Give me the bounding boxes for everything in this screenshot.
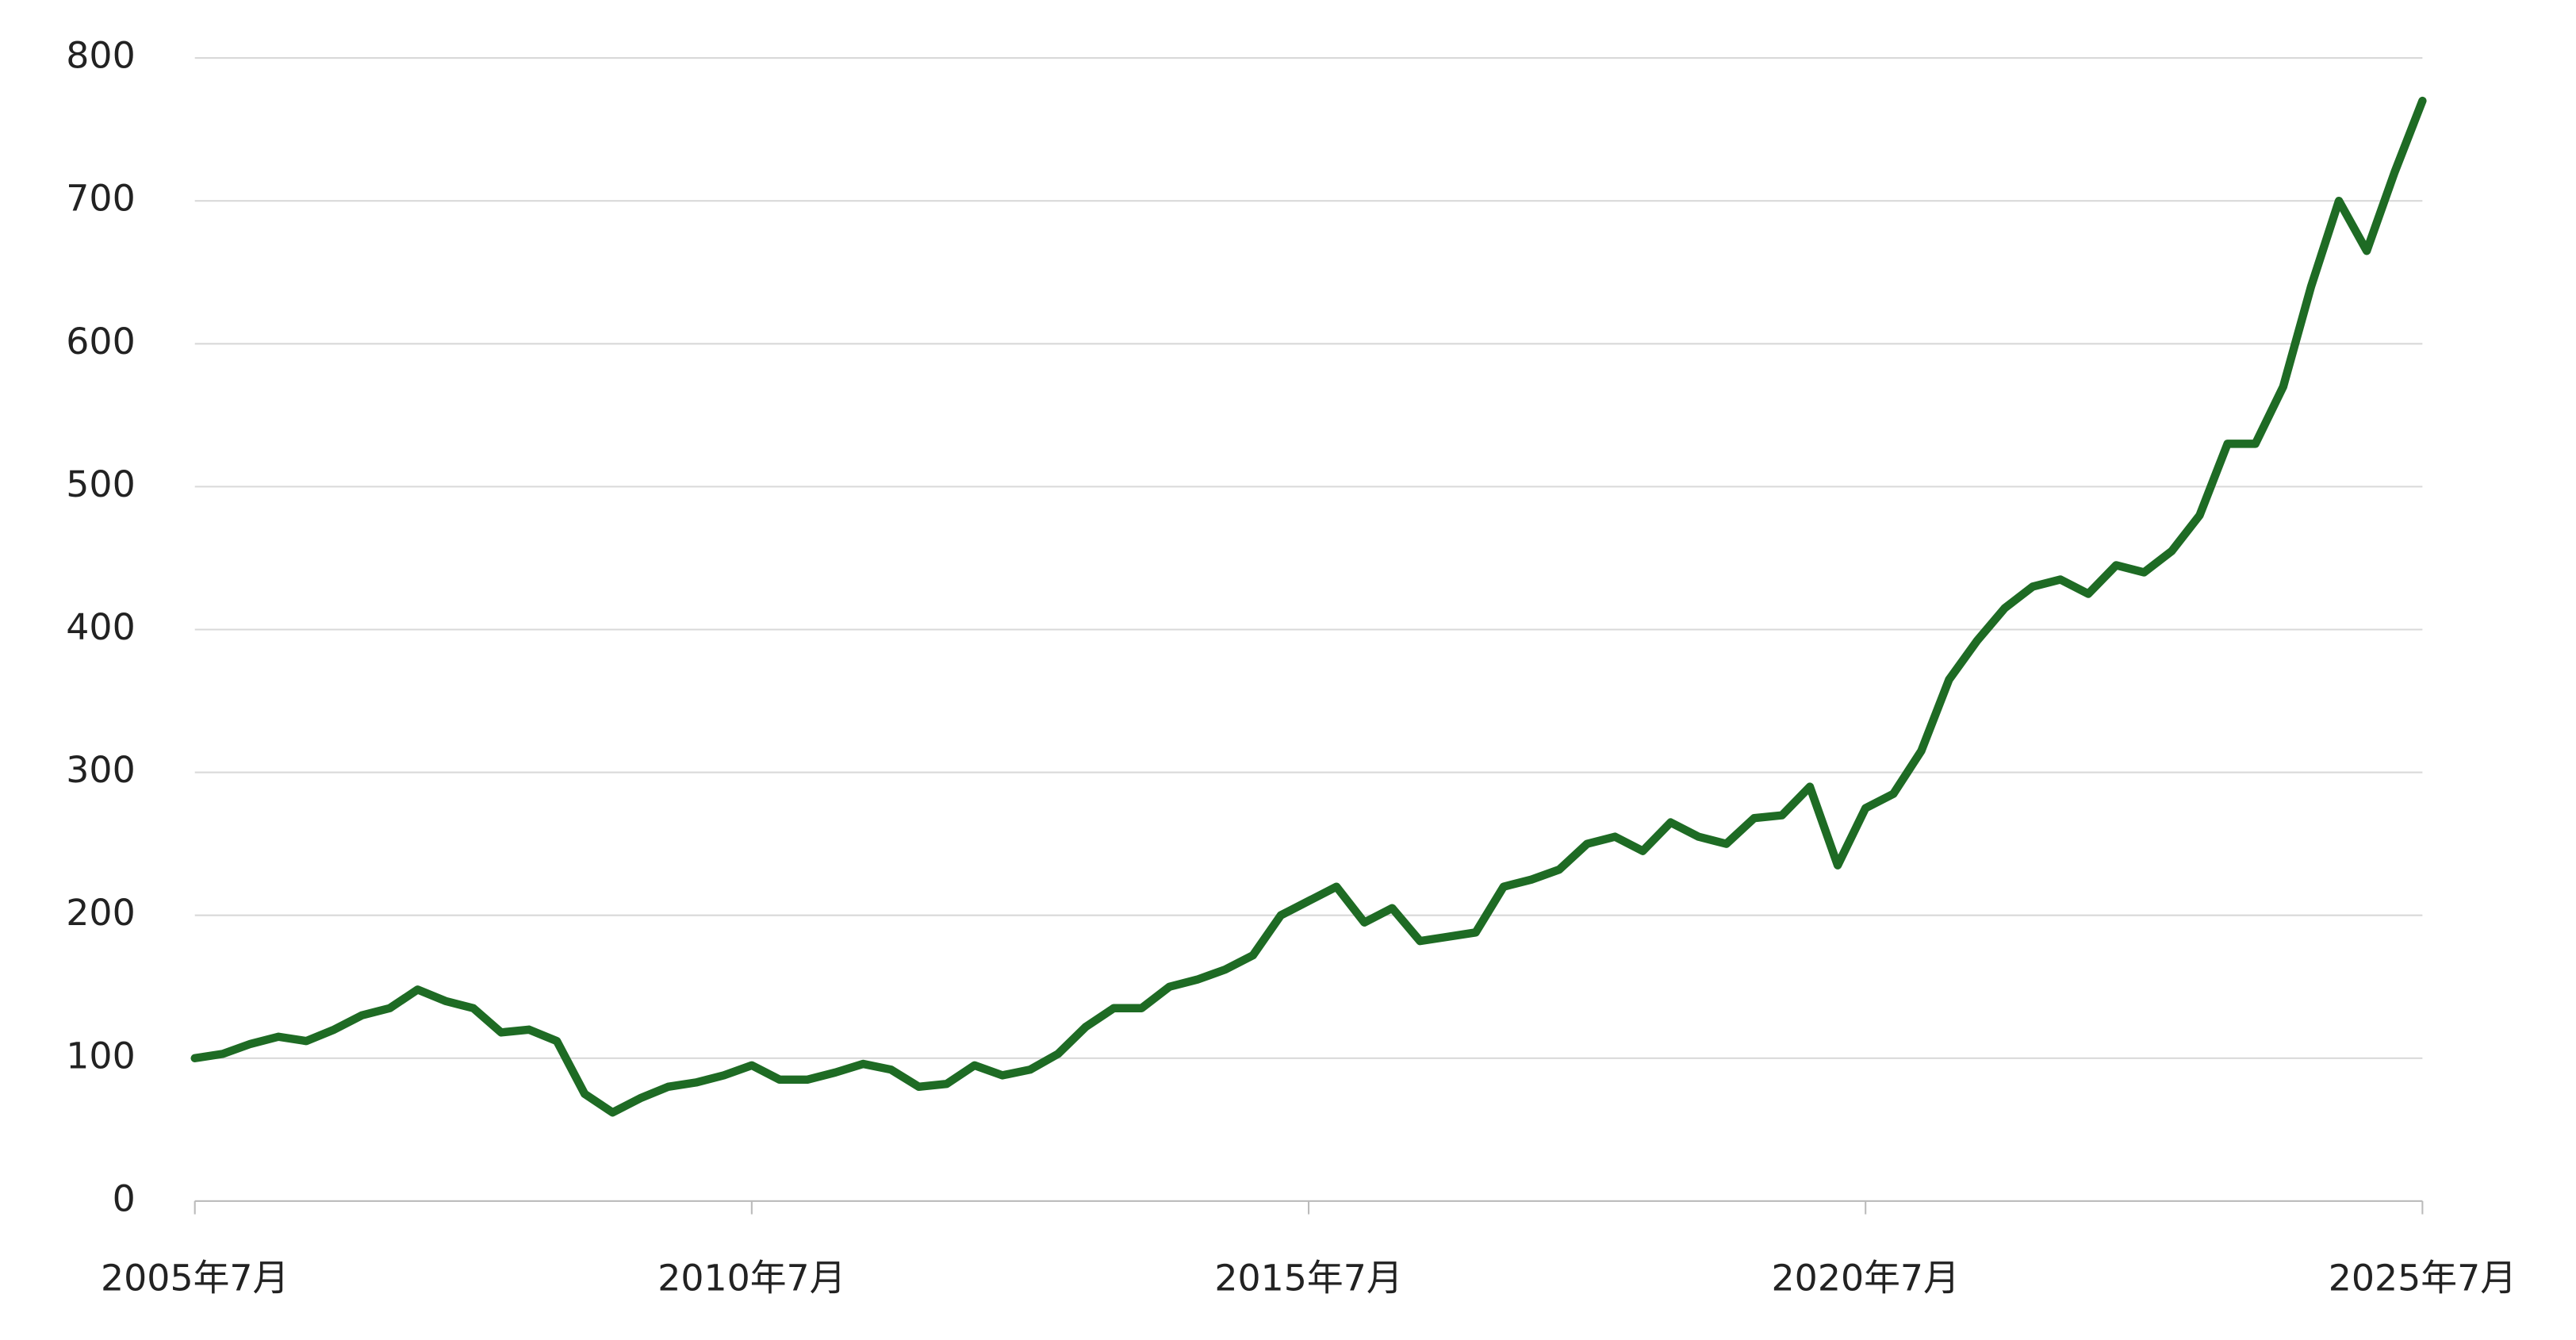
y-tick-label: 200 [66, 891, 135, 934]
x-tick-label: 2020年7月 [1772, 1256, 1960, 1299]
y-tick-label: 400 [66, 605, 135, 648]
y-tick-label: 300 [66, 748, 135, 791]
data-line [190, 96, 2427, 1117]
y-tick-label: 0 [113, 1177, 136, 1219]
x-tick-label: 2025年7月 [2329, 1256, 2517, 1299]
y-tick-label: 600 [66, 320, 135, 363]
x-tick-label: 2010年7月 [657, 1256, 845, 1299]
y-tick-label: 500 [66, 463, 135, 505]
y-tick-label: 800 [66, 34, 135, 77]
x-tick-label: 2005年7月 [101, 1256, 289, 1299]
x-tick-label: 2015年7月 [1214, 1256, 1402, 1299]
y-tick-label: 700 [66, 177, 135, 220]
y-tick-label: 100 [66, 1034, 135, 1077]
